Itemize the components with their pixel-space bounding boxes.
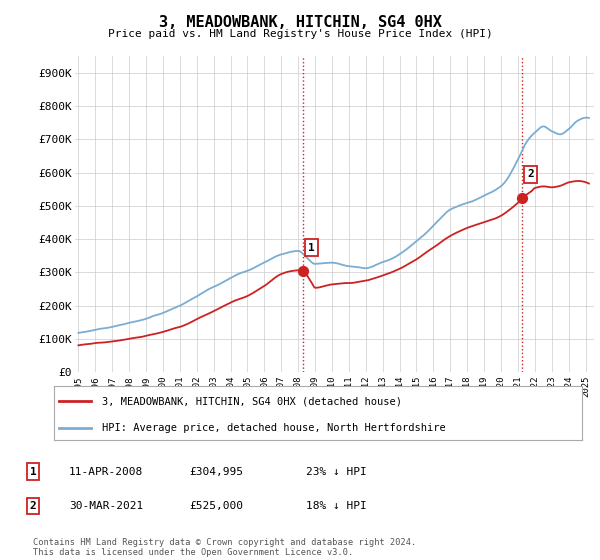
- Text: 1: 1: [308, 242, 315, 253]
- Text: 3, MEADOWBANK, HITCHIN, SG4 0HX (detached house): 3, MEADOWBANK, HITCHIN, SG4 0HX (detache…: [101, 396, 401, 407]
- Text: 23% ↓ HPI: 23% ↓ HPI: [306, 466, 367, 477]
- Point: [298, 267, 308, 276]
- Text: 3, MEADOWBANK, HITCHIN, SG4 0HX: 3, MEADOWBANK, HITCHIN, SG4 0HX: [158, 15, 442, 30]
- Text: Contains HM Land Registry data © Crown copyright and database right 2024.
This d: Contains HM Land Registry data © Crown c…: [33, 538, 416, 557]
- Text: 11-APR-2008: 11-APR-2008: [69, 466, 143, 477]
- Text: £525,000: £525,000: [189, 501, 243, 511]
- Text: 1: 1: [29, 466, 37, 477]
- Text: 2: 2: [29, 501, 37, 511]
- Text: £304,995: £304,995: [189, 466, 243, 477]
- Text: 2: 2: [527, 169, 534, 179]
- Text: HPI: Average price, detached house, North Hertfordshire: HPI: Average price, detached house, Nort…: [101, 423, 445, 433]
- Text: 30-MAR-2021: 30-MAR-2021: [69, 501, 143, 511]
- Text: 18% ↓ HPI: 18% ↓ HPI: [306, 501, 367, 511]
- Point: [517, 193, 527, 202]
- Text: Price paid vs. HM Land Registry's House Price Index (HPI): Price paid vs. HM Land Registry's House …: [107, 29, 493, 39]
